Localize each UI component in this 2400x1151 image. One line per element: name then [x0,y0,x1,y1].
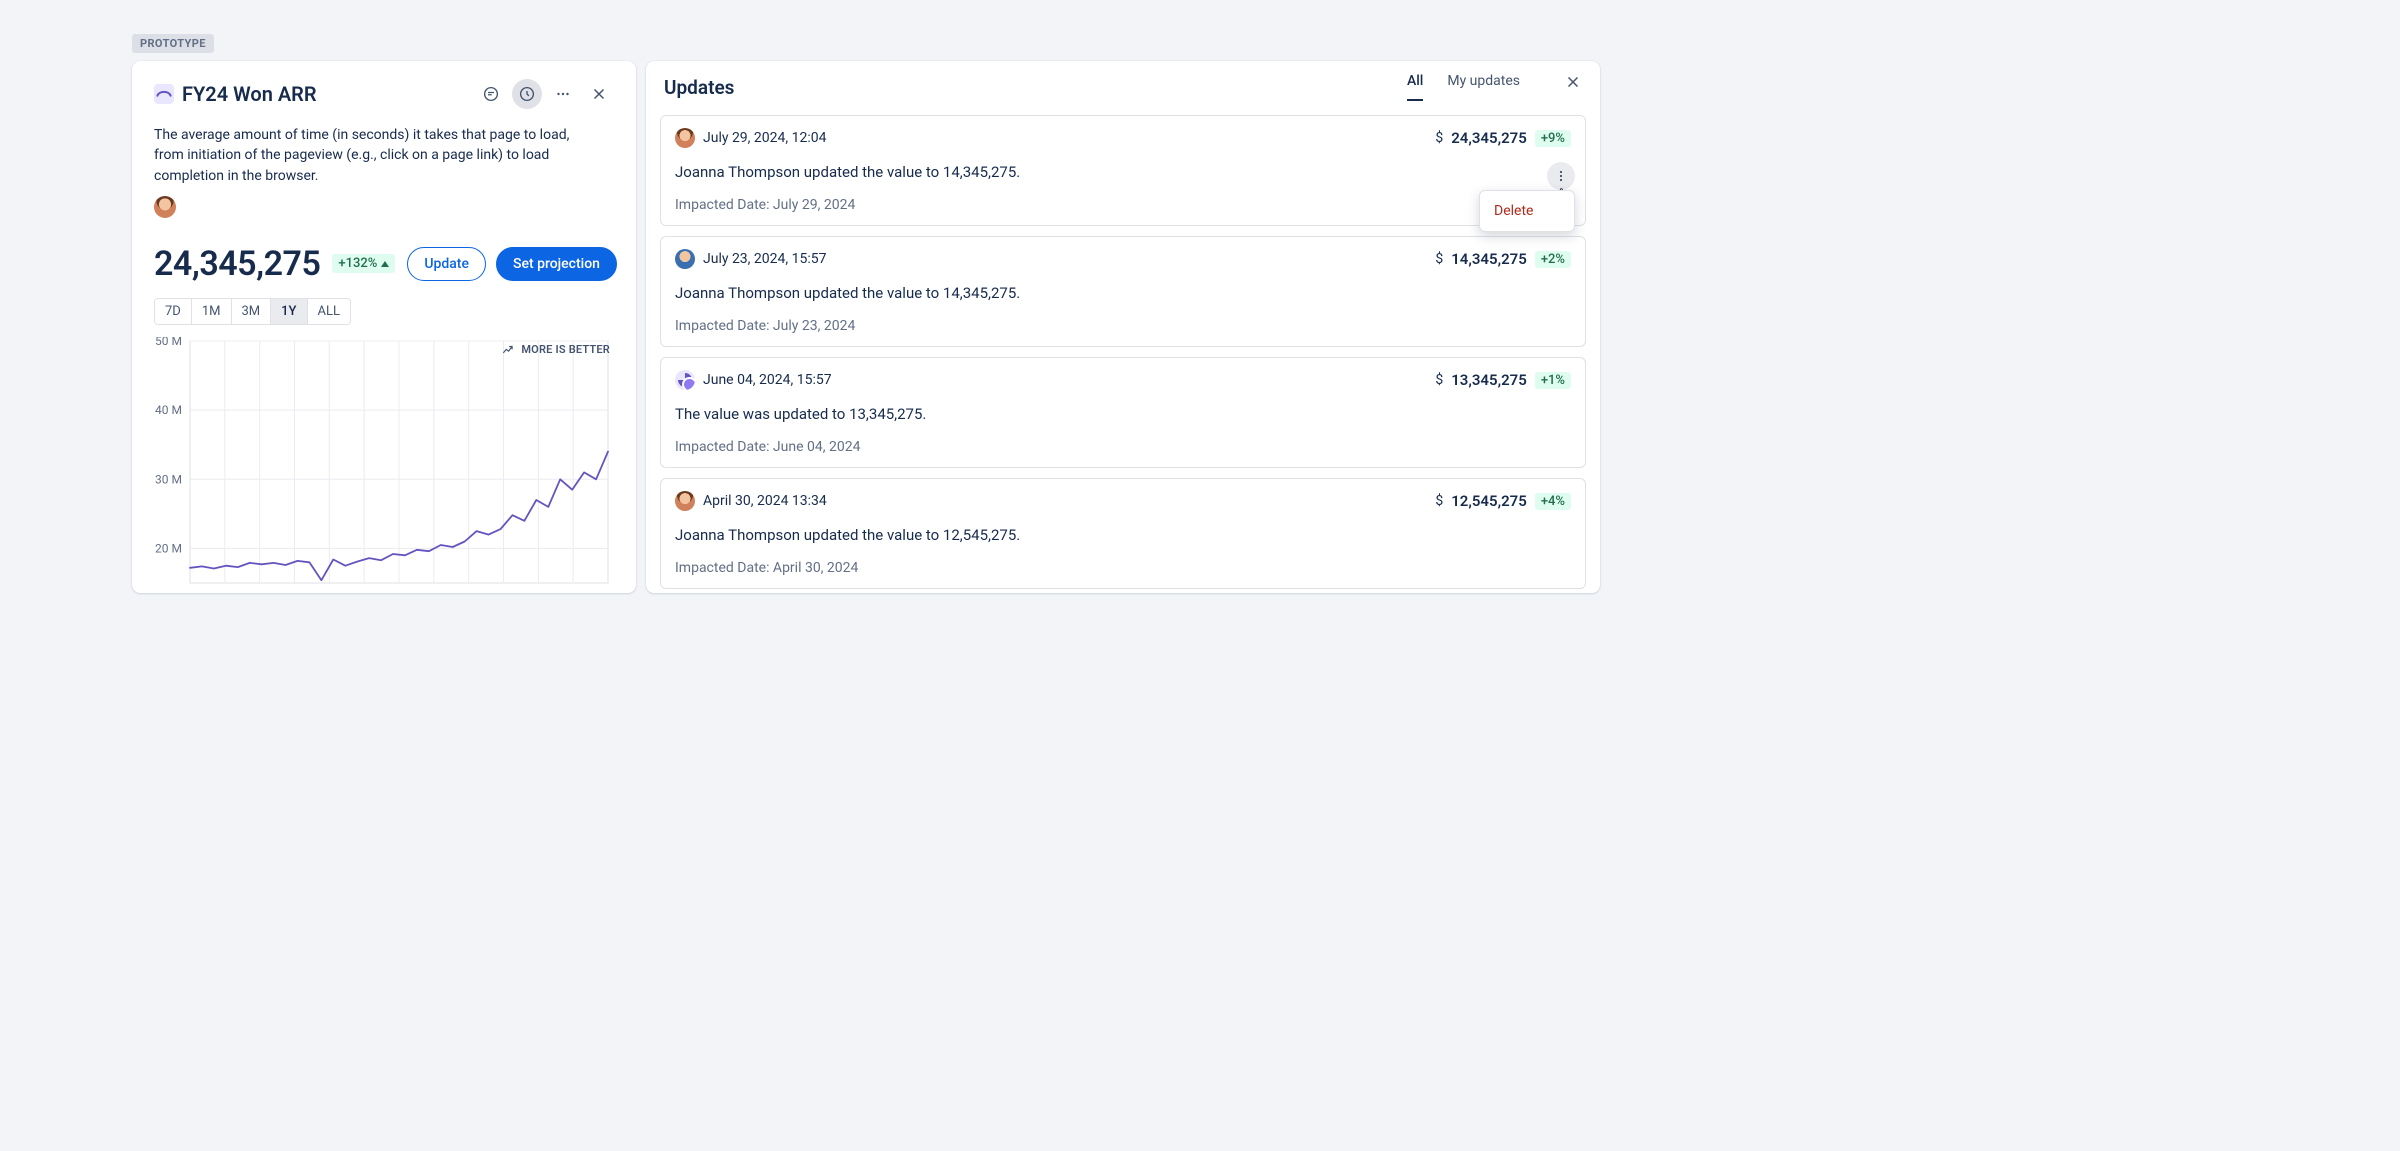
metric-card: FY24 Won ARR [132,61,636,593]
svg-text:30 M: 30 M [155,472,182,486]
delete-option[interactable]: Delete [1480,197,1574,225]
up-arrow-icon [381,261,389,267]
range-all[interactable]: ALL [308,299,350,324]
update-impact: Impacted Date: June 04, 2024 [675,439,1571,455]
svg-text:50 M: 50 M [155,337,182,348]
close-icon[interactable] [584,79,614,109]
range-1m[interactable]: 1M [192,299,232,324]
update-amount: 14,345,275 [1451,250,1527,268]
update-menu: Delete [1479,190,1575,232]
update-impact: Impacted Date: April 30, 2024 [675,560,1571,576]
range-segmented: 7D1M3M1YALL [154,298,351,325]
update-item: April 30, 2024 13:34 $12,545,275 +4% Joanna… [660,478,1586,589]
update-pct-chip: +9% [1535,130,1571,147]
set-projection-button[interactable]: Set projection [496,247,617,281]
metric-delta-value: +132% [338,256,377,271]
update-more-icon[interactable] [1547,162,1575,190]
update-date: July 23, 2024, 15:57 [703,251,826,267]
update-impact: Impacted Date: July 23, 2024 [675,318,1571,334]
comment-icon[interactable] [476,79,506,109]
update-body: Joanna Thompson updated the value to 14,… [675,162,1571,183]
update-body: Joanna Thompson updated the value to 14,… [675,283,1571,304]
update-body: Joanna Thompson updated the value to 12,… [675,525,1571,546]
metric-title: FY24 Won ARR [182,82,317,106]
update-amount: 13,345,275 [1451,371,1527,389]
update-item: June 04, 2024, 15:57 $13,345,275 +1% The va… [660,357,1586,468]
more-is-better-text: MORE IS BETTER [521,343,610,356]
more-is-better-label: MORE IS BETTER [501,343,610,357]
owner-avatar[interactable] [154,196,176,218]
update-body: The value was updated to 13,345,275. [675,404,1571,425]
update-amount: 24,345,275 [1451,129,1527,147]
author-avatar[interactable] [675,491,695,511]
update-item: July 29, 2024, 12:04 $24,345,275 +9% Joanna… [660,115,1586,226]
range-7d[interactable]: 7D [155,299,192,324]
update-date: April 30, 2024 13:34 [703,493,827,509]
metric-delta-chip: +132% [332,254,395,273]
tab-all[interactable]: All [1407,73,1423,101]
author-avatar[interactable] [675,128,695,148]
update-button[interactable]: Update [407,247,486,281]
currency-symbol: $ [1435,493,1443,509]
metric-value: 24,345,275 [154,244,320,284]
svg-text:20 M: 20 M [155,541,182,555]
update-pct-chip: +2% [1535,251,1571,268]
updates-close-icon[interactable] [1564,73,1582,101]
prototype-tag: PROTOTYPE [132,34,214,53]
app-mark-icon [154,84,174,104]
updates-title: Updates [664,76,734,99]
svg-text:40 M: 40 M [155,403,182,417]
update-pct-chip: +1% [1535,372,1571,389]
update-amount: 12,545,275 [1451,492,1527,510]
more-icon[interactable] [548,79,578,109]
currency-symbol: $ [1435,372,1443,388]
tab-my-updates[interactable]: My updates [1447,73,1520,101]
updates-panel: Updates All My updates July 29, 2024, 12… [646,61,1600,593]
author-avatar[interactable] [675,370,695,390]
metric-description: The average amount of time (in seconds) … [154,125,584,186]
currency-symbol: $ [1435,130,1443,146]
update-item: July 23, 2024, 15:57 $14,345,275 +2% Joanna… [660,236,1586,347]
range-1y[interactable]: 1Y [271,299,307,324]
currency-symbol: $ [1435,251,1443,267]
update-impact: Impacted Date: July 29, 2024 [675,197,1571,213]
range-3m[interactable]: 3M [232,299,272,324]
author-avatar[interactable] [675,249,695,269]
history-icon[interactable] [512,79,542,109]
chart: MORE IS BETTER 50 M 40 M 30 M 20 M [150,337,614,587]
update-date: July 29, 2024, 12:04 [703,130,826,146]
update-pct-chip: +4% [1535,493,1571,510]
update-date: June 04, 2024, 15:57 [703,372,832,388]
